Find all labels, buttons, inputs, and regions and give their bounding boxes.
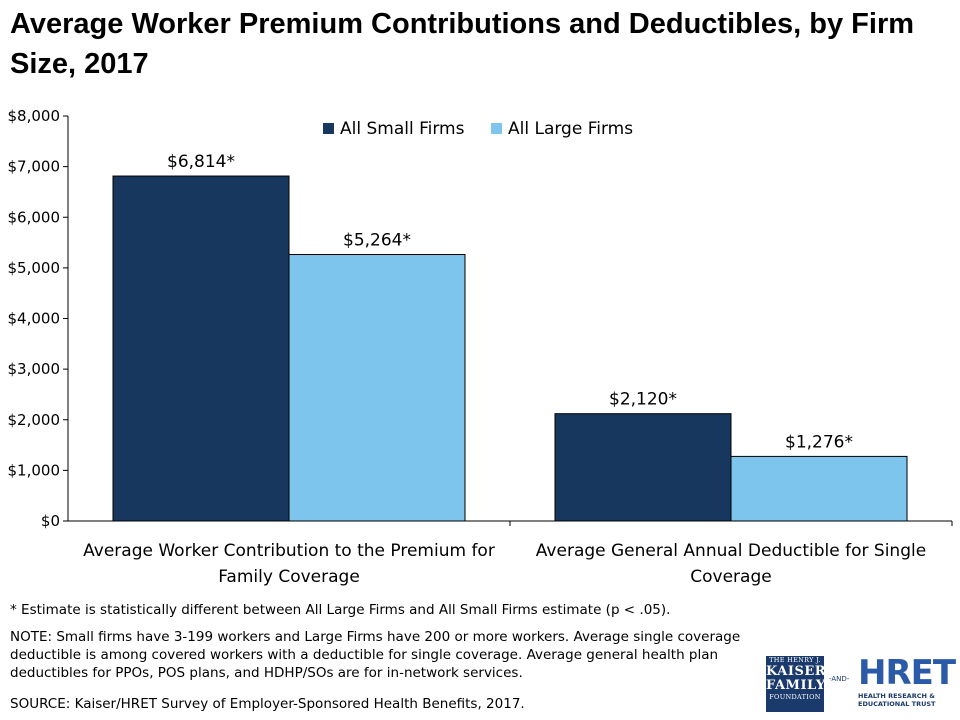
legend-swatch [491, 123, 502, 134]
y-tick-label: $2,000 [8, 411, 61, 429]
y-tick-label: $8,000 [8, 107, 61, 125]
y-tick-label: $5,000 [8, 259, 61, 277]
hret-logo: HRET HEALTH RESEARCH & EDUCATIONAL TRUST [858, 654, 958, 714]
y-tick-label: $4,000 [8, 310, 61, 328]
bar-small-firms [112, 175, 290, 522]
hret-logo-line1: HEALTH RESEARCH & [858, 692, 935, 700]
chart-title: Average Worker Premium Contributions and… [10, 8, 915, 80]
kff-logo: THE HENRY J. KAISER FAMILY FOUNDATION [766, 656, 827, 712]
data-label: $2,120* [609, 390, 677, 410]
y-tick-label: $3,000 [8, 360, 61, 378]
y-tick-label: $1,000 [8, 461, 61, 479]
y-tick-label: $7,000 [8, 158, 61, 176]
footnote: NOTE: Small firms have 3-199 workers and… [10, 629, 741, 681]
logo-and-text: -AND- [829, 675, 850, 683]
legend-label: All Small Firms [340, 119, 465, 139]
y-tick-label: $0 [41, 512, 60, 530]
legend-swatch [323, 123, 334, 134]
hret-logo-word: HRET [858, 653, 956, 693]
bar-large-firms [730, 455, 908, 522]
data-label: $6,814* [167, 152, 235, 172]
x-category-label: Coverage [690, 567, 771, 587]
x-category-label: Average Worker Contribution to the Premi… [83, 541, 495, 561]
x-category-label: Family Coverage [218, 567, 360, 587]
kff-logo-line4: FOUNDATION [769, 693, 821, 701]
significance-note: * Estimate is statistically different be… [10, 602, 671, 618]
legend-label: All Large Firms [508, 119, 633, 139]
y-tick-label: $6,000 [8, 208, 61, 226]
kff-logo-line2: KAISER [766, 664, 827, 679]
kff-logo-line3: FAMILY [766, 678, 826, 693]
data-label: $5,264* [343, 231, 411, 251]
bar-large-firms [288, 254, 466, 522]
hret-logo-line2: EDUCATIONAL TRUST [858, 700, 936, 708]
bar-small-firms [554, 413, 732, 522]
data-label: $1,276* [785, 432, 853, 452]
bar-chart: $0 $1,000 $2,000 $3,000 $4,000 $5,000 $6,000 $7… [8, 107, 953, 587]
source-note: SOURCE: Kaiser/HRET Survey of Employer-S… [10, 696, 525, 712]
x-category-label: Average General Annual Deductible for Si… [536, 541, 926, 561]
kff-logo-line1: THE HENRY J. [769, 656, 821, 664]
